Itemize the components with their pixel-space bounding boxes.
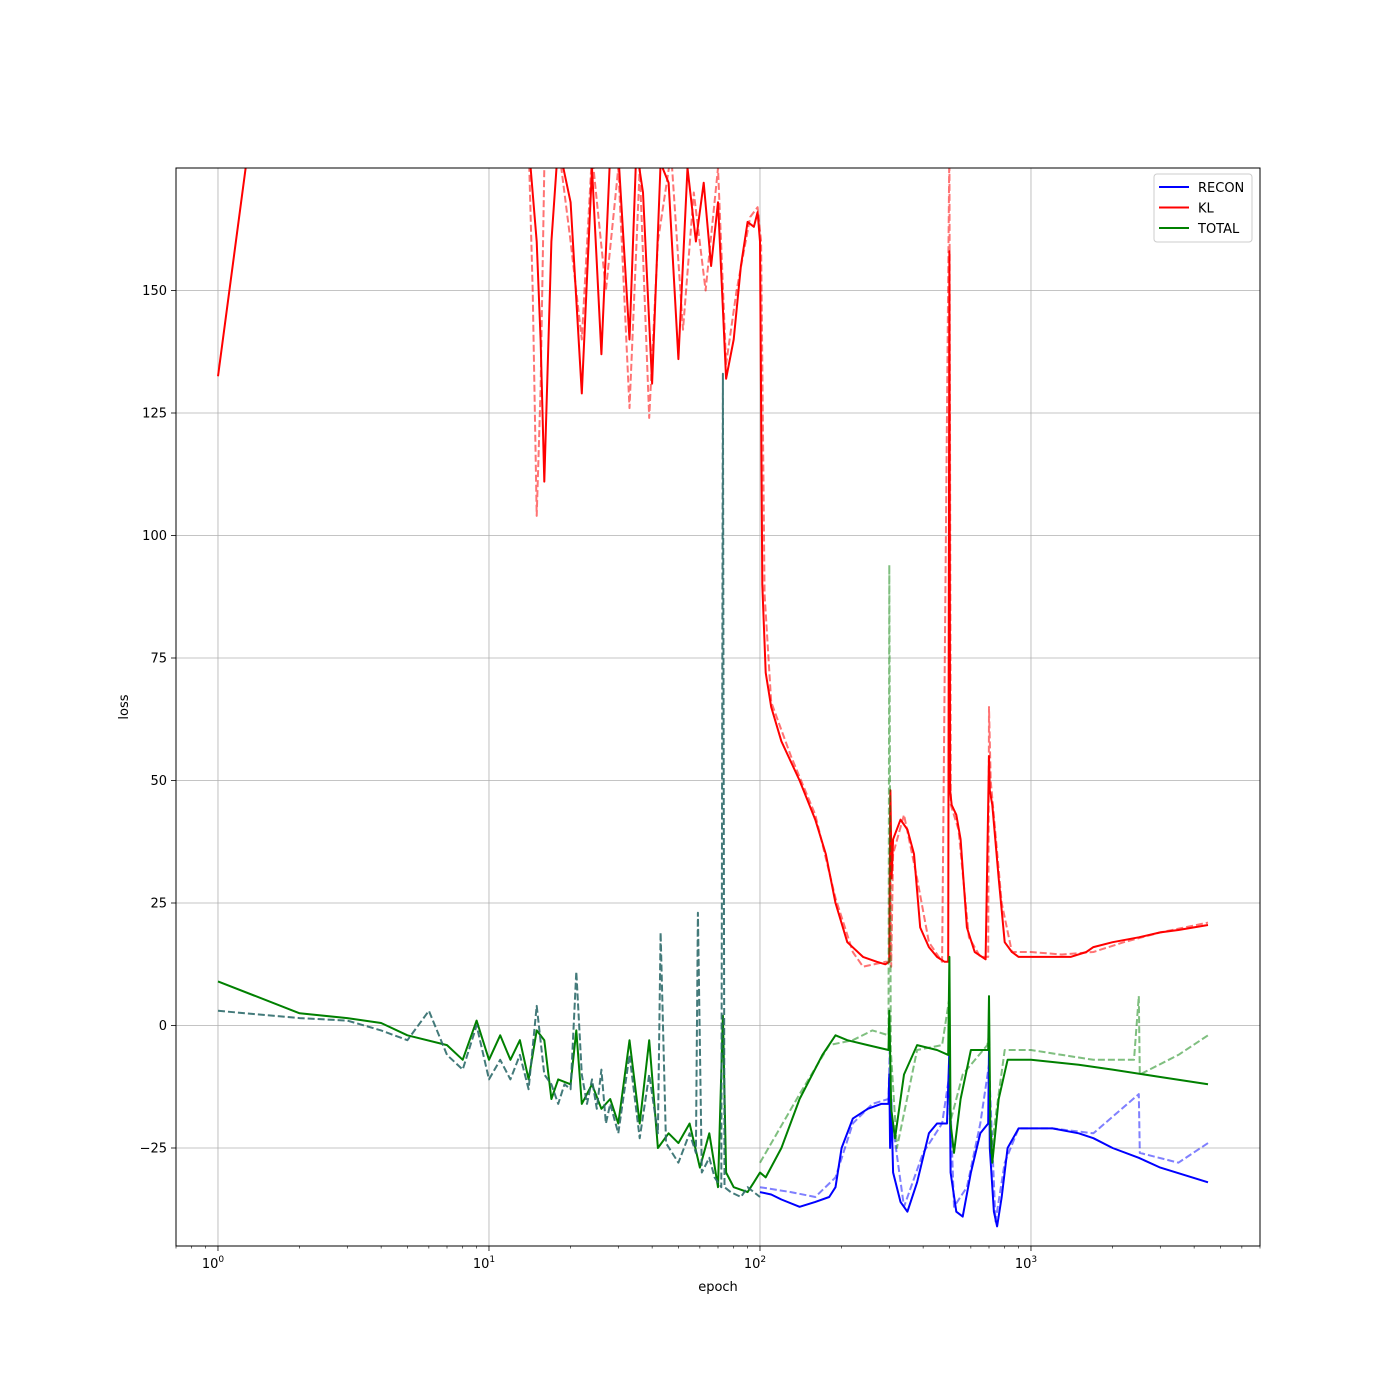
series-line-total <box>217 955 1209 1194</box>
x-tick-label: 103 <box>1015 1255 1037 1272</box>
legend-label-total: TOTAL <box>1197 222 1240 237</box>
y-axis-ticks: −25 0 25 50 75 100 125 150 <box>140 284 176 1157</box>
x-axis-ticks: 100 101 102 103 <box>175 1246 1261 1272</box>
x-tick-label: 100 <box>202 1255 225 1272</box>
series-line-unlabeled-5 <box>759 563 1209 1164</box>
y-tick-label: 25 <box>150 897 167 912</box>
y-axis-label: loss <box>117 694 132 719</box>
legend: RECON KL TOTAL <box>1153 173 1253 243</box>
y-tick-label: 100 <box>142 529 167 544</box>
y-tick-label: 50 <box>150 774 167 789</box>
y-tick-label: 125 <box>142 407 167 422</box>
x-tick-label: 101 <box>473 1255 495 1272</box>
series-line-unlabeled-1 <box>528 168 1209 968</box>
series-group <box>217 168 1209 1228</box>
x-axis-label: epoch <box>698 1280 738 1295</box>
plot-frame <box>175 167 1261 1247</box>
legend-box <box>1153 173 1253 243</box>
y-tick-label: −25 <box>140 1142 167 1157</box>
legend-label-recon: RECON <box>1198 181 1244 196</box>
y-tick-label: 0 <box>159 1019 167 1034</box>
y-tick-label: 150 <box>142 284 167 299</box>
series-line-unlabeled-6 <box>217 372 761 1198</box>
legend-label-kl: KL <box>1198 202 1215 217</box>
x-tick-label: 102 <box>744 1255 766 1272</box>
y-tick-label: 75 <box>150 652 167 667</box>
